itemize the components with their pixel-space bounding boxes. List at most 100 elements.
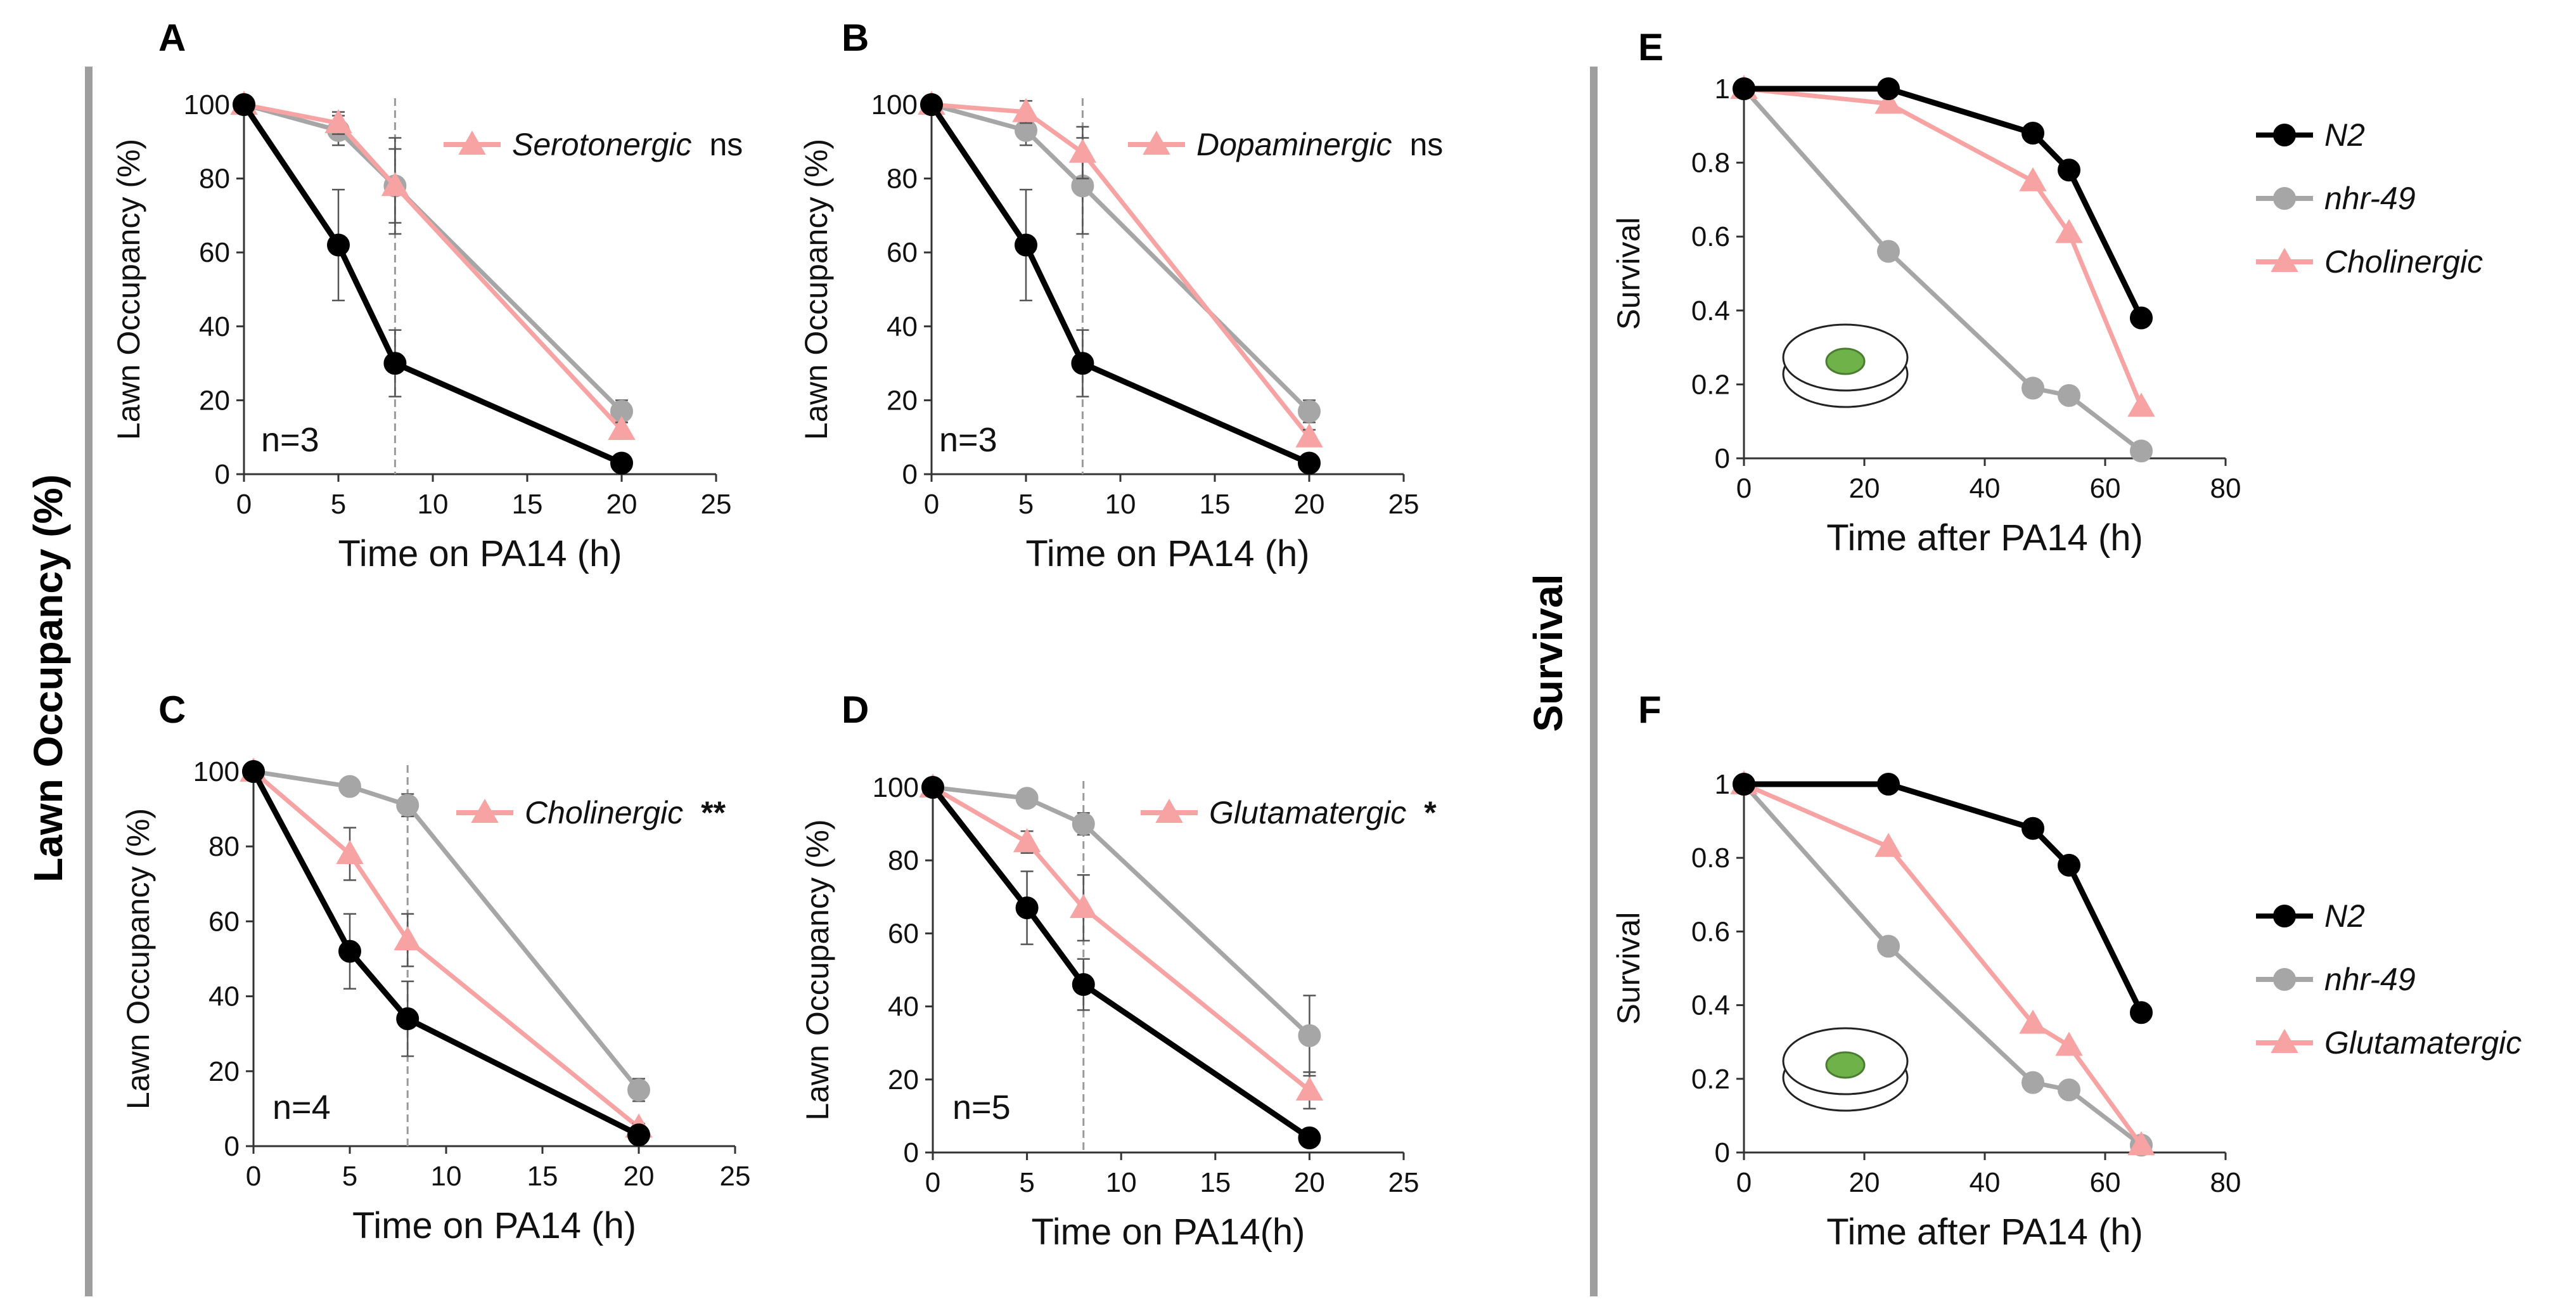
panel-B-chart: 0 20 40 60 80 100 0 5 10 15 20 25 Time on PA14 (h) La… [798, 89, 1443, 574]
panel-A-series-n2-point [233, 93, 255, 116]
panel-F-series-nhr49-line [1742, 782, 2143, 1147]
panel-D-series-n2-point [1015, 896, 1039, 920]
panel-C-ytick-label: 20 [208, 1056, 240, 1087]
panel-F-ytick-label: 0 [1715, 1137, 1730, 1168]
panel-F-series-pink-line [1743, 782, 2143, 1147]
panel-letter-B: B [842, 16, 869, 59]
panel-E-xtick-label: 20 [1849, 473, 1880, 504]
panel-F-legend-n2-swatch-marker [2273, 905, 2296, 927]
panel-B-series-nhr49-point [1298, 399, 1321, 423]
panel-E-legend-n2-swatch-marker [2273, 124, 2296, 146]
panel-E-y-axis-label: Survival [1611, 217, 1646, 330]
left-group-label: Lawn Occupancy (%) [25, 474, 71, 882]
panel-F-ytick-label: 0.6 [1691, 916, 1730, 947]
panel-F-legend-pink-swatch-marker [2271, 1028, 2298, 1053]
panel-D-series-pink-point [1070, 894, 1098, 919]
panel-D-chart: 0 20 40 60 80 100 0 5 10 15 20 25 Time on PA14(h) Law… [800, 772, 1437, 1253]
panel-E-series-nhr49-point [2130, 439, 2153, 463]
panel-C-xtick-label: 20 [624, 1161, 655, 1192]
panel-B-series-n2-point [920, 93, 943, 116]
panel-F-series-nhr49-point [2022, 1071, 2044, 1094]
panel-F-series-nhr49-point [1877, 934, 1900, 958]
panel-E-series-pink-point [1874, 89, 1902, 114]
panel-C-xtick-label: 5 [342, 1161, 357, 1192]
panel-A-legend-pink-label: Serotonergic [512, 127, 692, 162]
right-group-label: Survival [1525, 574, 1571, 732]
panel-C-series-n2-point [627, 1123, 650, 1147]
panel-C-series-n2-point [242, 760, 265, 783]
panel-F-legend-nhr49-swatch-marker [2273, 968, 2296, 991]
panel-E-legend-nhr49-label: nhr-49 [2324, 181, 2416, 216]
panel-F-xtick-label: 60 [2090, 1167, 2121, 1198]
panel-C-n-label: n=4 [272, 1088, 331, 1126]
panel-F-series-n2-line [1744, 781, 2144, 1014]
panel-C-series-nhr49-line [253, 769, 641, 1092]
panel-B-n-label: n=3 [939, 421, 997, 459]
panel-A-series-nhr49-line [243, 102, 624, 413]
panel-F-chart: 0 0.2 0.4 0.6 0.8 1 0 20 40 60 80 Time after PA14 (… [1611, 769, 2522, 1253]
panel-letter-C: C [158, 688, 186, 731]
panel-E-ytick-label: 0.4 [1691, 295, 1730, 326]
panel-B-series-n2-point [1298, 451, 1321, 475]
panel-A-ytick-label: 80 [199, 164, 230, 195]
panel-D-series-pink-line [932, 785, 1311, 1092]
panel-E-series-n2-line [1744, 86, 2144, 320]
panel-A-chart: 0 20 40 60 80 100 0 5 10 15 20 25 Time on PA14 (h) La… [111, 89, 743, 574]
panel-A-series-pink-point [381, 172, 409, 197]
panel-C-series-n2-point [338, 939, 361, 963]
panel-E-ytick-label: 1 [1715, 74, 1730, 105]
panel-D-ytick-label: 100 [873, 772, 919, 803]
bacterial-lawn-icon [1825, 347, 1866, 375]
panel-A-xtick-label: 20 [606, 489, 638, 520]
panel-F-series-pink-point [2055, 1031, 2083, 1056]
panel-E-ytick-label: 0 [1715, 443, 1730, 474]
panel-F-series-pink-point [2127, 1131, 2155, 1156]
panel-B-series-n2-line [929, 103, 1310, 466]
panel-letter-A: A [158, 16, 186, 59]
panel-C-legend-pink-label: Cholinergic [525, 795, 683, 830]
panel-B-xtick-label: 15 [1200, 489, 1231, 520]
panel-C-xtick-label: 15 [527, 1161, 558, 1192]
panel-B-series-pink-point [1012, 98, 1040, 122]
panel-D-series-nhr49-point [1298, 1024, 1321, 1047]
panel-D-y-axis-label: Lawn Occupancy (%) [800, 819, 835, 1120]
panel-letter-E: E [1638, 26, 1663, 68]
panel-D-ytick-label: 60 [888, 918, 919, 949]
panel-D-series-nhr49-point [1072, 812, 1095, 836]
panel-D-legend-pink-swatch-marker [1155, 798, 1183, 823]
panel-D-series-n2-point [1298, 1126, 1321, 1149]
panel-A-n-label: n=3 [261, 421, 319, 459]
panel-F-petri-dish-icon [1782, 1027, 1909, 1112]
panel-C-chart: 0 20 40 60 80 100 0 5 10 15 20 25 Time on PA14 (h) La… [120, 756, 750, 1246]
panel-D-ytick-label: 80 [888, 845, 919, 876]
panel-D-series-n2-point [1072, 973, 1095, 997]
panel-D-ytick-label: 40 [888, 991, 919, 1023]
panel-F-series-pink-point [2019, 1009, 2047, 1034]
panel-A-xtick-label: 25 [701, 489, 732, 520]
panel-letter-F: F [1638, 688, 1662, 731]
panel-F-xtick-label: 40 [1970, 1167, 2001, 1198]
panel-A-xtick-label: 15 [512, 489, 543, 520]
panel-E-ytick-label: 0.8 [1691, 148, 1730, 179]
panel-B-ytick-label: 20 [887, 385, 918, 416]
panel-E-xtick-label: 80 [2210, 473, 2241, 504]
panel-F-x-axis-label: Time after PA14 (h) [1826, 1211, 2143, 1253]
panel-C-x-axis-label: Time on PA14 (h) [352, 1205, 636, 1246]
panel-B-xtick-label: 25 [1388, 489, 1419, 520]
panel-B-xtick-label: 10 [1105, 489, 1136, 520]
panel-C-ytick-label: 60 [208, 906, 240, 937]
panel-E-ytick-label: 0.2 [1691, 369, 1730, 400]
panel-C-series-nhr49-point [627, 1078, 650, 1102]
panel-C-ytick-label: 80 [208, 831, 240, 862]
panel-D-xtick-label: 10 [1106, 1167, 1137, 1198]
panel-F-series-pink-point [1874, 832, 1902, 857]
panel-D-xtick-label: 15 [1200, 1167, 1231, 1198]
panel-B-series-nhr49-line [931, 102, 1311, 413]
panel-D-ytick-label: 20 [888, 1064, 919, 1095]
panel-E-series-n2-point [2058, 158, 2080, 182]
panel-B-ytick-label: 100 [871, 89, 918, 120]
panel-D-significance-label: * [1424, 795, 1437, 830]
panel-E-series-pink-point [2127, 392, 2155, 417]
panel-E-chart: 0 0.2 0.4 0.6 0.8 1 0 20 40 60 80 Time after PA14 (… [1611, 74, 2483, 558]
